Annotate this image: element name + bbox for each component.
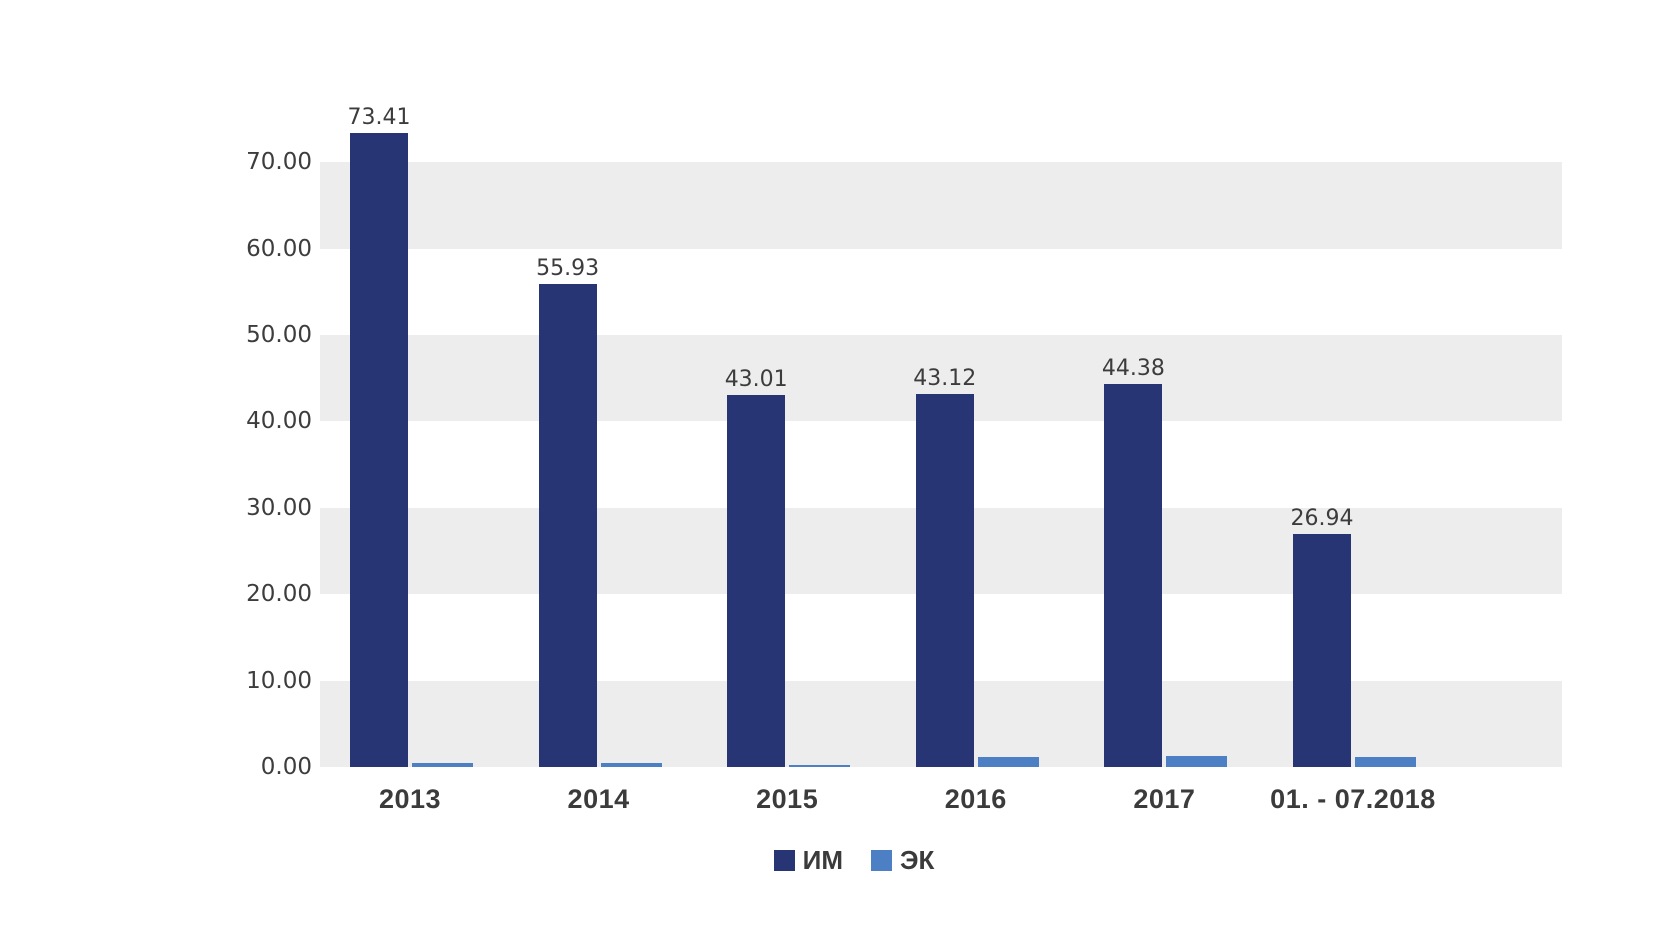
bar-value-label: 55.93 bbox=[536, 255, 600, 281]
grid-band bbox=[320, 162, 1562, 249]
x-axis-category-label: 2015 bbox=[756, 784, 819, 814]
legend-label-ek: ЭК bbox=[899, 845, 935, 875]
bar-value-label: 43.01 bbox=[724, 367, 788, 393]
legend-swatch-im bbox=[773, 850, 795, 871]
bar-value-label: 26.94 bbox=[1290, 506, 1354, 532]
x-axis-category-label: 2017 bbox=[1133, 784, 1196, 814]
bar-im-2017 bbox=[1104, 383, 1163, 767]
bar-im-2016 bbox=[915, 394, 974, 767]
bar-ek-2016 bbox=[977, 756, 1039, 767]
bar-value-label: 73.41 bbox=[347, 104, 411, 130]
y-axis-tick-label: 40.00 bbox=[246, 408, 312, 435]
bar-ek-2013 bbox=[412, 763, 473, 767]
bar-im-2013 bbox=[350, 132, 408, 767]
x-axis-category-label: 01. - 07.2018 bbox=[1270, 784, 1436, 814]
y-axis-tick-label: 30.00 bbox=[246, 494, 312, 521]
legend-label-im: ИМ bbox=[802, 845, 843, 875]
y-axis-tick-label: 70.00 bbox=[246, 149, 312, 176]
bar-ek-2017 bbox=[1166, 755, 1228, 767]
bar-ek-2014 bbox=[600, 762, 662, 767]
legend-item-im: ИМ bbox=[773, 845, 843, 876]
y-axis-tick-label: 50.00 bbox=[246, 322, 312, 348]
bar-im-2014 bbox=[538, 283, 597, 767]
y-axis-tick-label: 0.00 bbox=[260, 754, 312, 780]
y-axis-tick-label: 60.00 bbox=[246, 235, 312, 262]
legend: ИМ ЭК bbox=[14, 845, 1680, 876]
legend-swatch-ek bbox=[870, 850, 892, 871]
x-axis-category-label: 2016 bbox=[944, 784, 1007, 814]
bar-value-label: 43.12 bbox=[913, 366, 977, 392]
x-axis-category-label: 2014 bbox=[567, 784, 630, 814]
bar-im-2015 bbox=[727, 395, 786, 767]
bar-ek-01-07-2018 bbox=[1355, 756, 1416, 767]
x-axis-category-label: 2013 bbox=[378, 784, 442, 814]
y-axis-tick-label: 10.00 bbox=[246, 667, 312, 694]
legend-item-ek: ЭК bbox=[870, 845, 935, 876]
bar-ek-2015 bbox=[789, 765, 851, 767]
y-axis-tick-label: 20.00 bbox=[246, 581, 312, 608]
bar-value-label: 44.38 bbox=[1101, 355, 1165, 381]
bar-im-01-07-2018 bbox=[1293, 534, 1351, 767]
